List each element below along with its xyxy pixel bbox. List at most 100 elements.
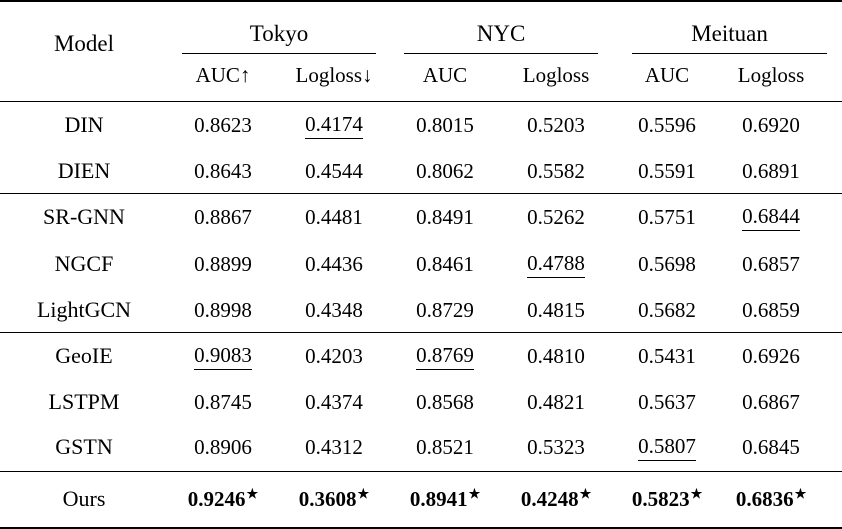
metric-value: 0.5637: [638, 389, 696, 414]
metric-cell: 0.8745: [168, 380, 278, 424]
metric-value: 0.5823: [631, 486, 690, 511]
metric-value: 0.5596: [638, 113, 696, 137]
header-metric-row: AUC↑ Logloss↓ AUC Logloss AUC Logloss: [0, 54, 842, 101]
metric-cell: 0.4821: [500, 380, 612, 424]
metric-value: 0.8491: [416, 205, 474, 229]
metric-value: 0.6891: [742, 158, 800, 183]
metric-cell: 0.4174: [278, 101, 390, 149]
metric-value: 0.9083: [194, 343, 252, 370]
metric-value: 0.6857: [742, 252, 800, 276]
metric-cell: 0.4815: [500, 288, 612, 333]
model-name: LightGCN: [36, 296, 132, 322]
metric-cell: 0.6926: [722, 332, 842, 380]
metric-cell: 0.5591: [612, 149, 722, 194]
metric-cell: 0.5431: [612, 332, 722, 380]
metric-value: 0.5682: [638, 297, 696, 322]
subheader-meituan-auc: AUC: [644, 62, 690, 87]
metric-cell: 0.8998: [168, 288, 278, 333]
subheader-meituan-logloss: Logloss: [737, 62, 805, 87]
metric-value: 0.6920: [742, 113, 800, 137]
metric-value: 0.6836: [735, 486, 794, 511]
metric-cell: 0.9083: [168, 332, 278, 380]
table-row-lstpm: LSTPM 0.8745 0.4374 0.8568 0.4821 0.5637 0.686…: [0, 380, 842, 424]
metric-value: 0.8867: [194, 205, 252, 229]
metric-cell: 0.8643: [168, 149, 278, 194]
metric-value: 0.8062: [416, 158, 474, 183]
metric-value: 0.8461: [416, 252, 474, 276]
metric-cell: 0.8521: [390, 424, 500, 472]
metric-cell: 0.8461: [390, 241, 500, 288]
metric-value: 0.8906: [194, 435, 252, 459]
metric-value: 0.8643: [194, 158, 252, 183]
metric-cell: 0.5323: [500, 424, 612, 472]
metric-cell: 0.5262: [500, 193, 612, 241]
metric-value: 0.4788: [527, 251, 585, 278]
metric-value: 0.4348: [305, 297, 363, 322]
metric-cell: 0.6844: [722, 193, 842, 241]
metric-cell: 0.8899: [168, 241, 278, 288]
metric-value: 0.5262: [527, 205, 585, 229]
table-row-lightgcn: LightGCN 0.8998 0.4348 0.8729 0.4815 0.5682 0.…: [0, 288, 842, 333]
row-group-2: SR-GNN 0.8867 0.4481 0.8491 0.5262 0.5751 0.68…: [0, 193, 842, 332]
row-group-3: GeoIE 0.9083 0.4203 0.8769 0.4810 0.5431 0.692…: [0, 332, 842, 471]
model-name: GSTN: [55, 434, 113, 459]
metric-value: 0.3608: [298, 486, 357, 511]
meituan-label: Meituan: [691, 21, 768, 46]
table-row-dien: DIEN 0.8643 0.4544 0.8062 0.5582 0.5591 0.6891: [0, 149, 842, 194]
metric-cell: 0.4348: [278, 288, 390, 333]
metric-value: 0.8015: [416, 113, 474, 137]
metric-value: 0.5698: [638, 252, 696, 276]
metric-cell: 0.5596: [612, 101, 722, 149]
metric-cell: 0.6845: [722, 424, 842, 472]
metric-cell: 0.5582: [500, 149, 612, 194]
metric-value: 0.4815: [527, 297, 585, 322]
metric-cell: 0.8491: [390, 193, 500, 241]
metric-value: 0.5431: [638, 344, 696, 368]
metric-cell: 0.8769: [390, 332, 500, 380]
model-name: DIEN: [57, 157, 111, 183]
metric-value: 0.4481: [305, 205, 363, 229]
metric-cell: 0.8062: [390, 149, 500, 194]
metric-value: 0.8745: [194, 389, 252, 414]
model-name: SR-GNN: [43, 204, 125, 229]
metric-value: 0.4174: [305, 112, 363, 139]
metric-cell: 0.4544: [278, 149, 390, 194]
metric-value: 0.4810: [527, 344, 585, 368]
table-row-din: DIN 0.8623 0.4174 0.8015 0.5203 0.5596 0.6920: [0, 101, 842, 149]
subheader-nyc-auc: AUC: [422, 62, 468, 87]
dataset-header-nyc: NYC: [390, 1, 612, 54]
metric-cell: 0.8623: [168, 101, 278, 149]
metric-cell: 0.5682: [612, 288, 722, 333]
model-name: DIN: [64, 112, 104, 137]
table-row-geoie: GeoIE 0.9083 0.4203 0.8769 0.4810 0.5431 0.692…: [0, 332, 842, 380]
metric-cell: 0.4481: [278, 193, 390, 241]
table-row-gstn: GSTN 0.8906 0.4312 0.8521 0.5323 0.5807 0.6845: [0, 424, 842, 472]
metric-value: 0.8899: [194, 252, 252, 276]
metric-cell: 0.4312: [278, 424, 390, 472]
subheader-tokyo-logloss: Logloss↓: [295, 62, 373, 87]
nyc-label: NYC: [476, 21, 526, 46]
metric-value: 0.8769: [416, 343, 474, 370]
significance-star: ★: [357, 485, 370, 501]
table-header: Model Tokyo NYC Meituan AUC↑ Logloss↓ AU…: [0, 1, 842, 101]
meituan-group-rule: Meituan: [632, 21, 828, 54]
metric-cell: 0.6867: [722, 380, 842, 424]
tokyo-group-rule: Tokyo: [182, 21, 377, 54]
metric-value: 0.4374: [305, 389, 363, 414]
significance-star: ★: [246, 485, 259, 501]
metric-cell: 0.8729: [390, 288, 500, 333]
nyc-group-rule: NYC: [404, 21, 599, 54]
metric-value: 0.8521: [416, 435, 474, 459]
metric-cell: 0.5807: [612, 424, 722, 472]
significance-star: ★: [690, 485, 703, 501]
metric-value: 0.8998: [194, 297, 252, 322]
metric-cell: 0.4203: [278, 332, 390, 380]
metric-value: 0.9246: [187, 486, 246, 511]
metric-cell: 0.5637: [612, 380, 722, 424]
metric-value: 0.4248: [520, 486, 579, 511]
table-row-ours: Ours 0.9246★ 0.3608★ 0.8941★ 0.4248★ 0.5823★ 0…: [0, 471, 842, 528]
metric-cell: 0.5203: [500, 101, 612, 149]
metric-value: 0.4312: [305, 435, 363, 459]
metric-cell: 0.6891: [722, 149, 842, 194]
dataset-header-tokyo: Tokyo: [168, 1, 390, 54]
